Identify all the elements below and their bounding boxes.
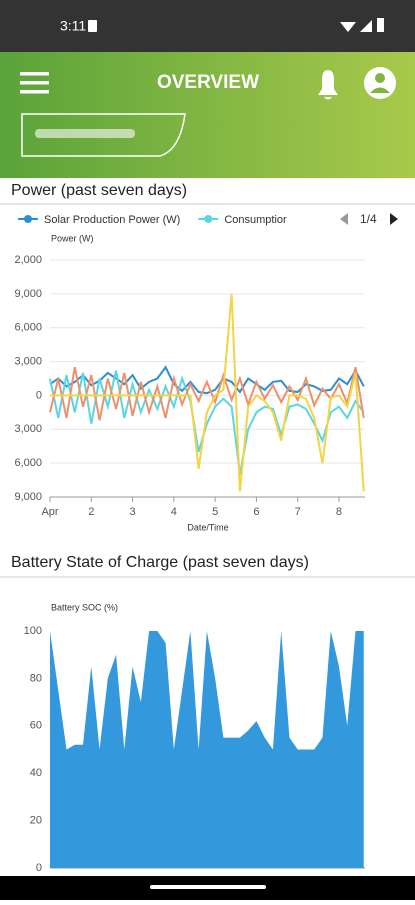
app-bar bbox=[0, 52, 415, 178]
legend: Solar Production Power (W) Consumptior bbox=[18, 214, 287, 226]
home-handle[interactable] bbox=[150, 885, 266, 889]
legend-swatch bbox=[24, 215, 32, 223]
line bbox=[49, 365, 365, 395]
x-tick-label: 5 bbox=[212, 506, 218, 518]
x-tick-label: 8 bbox=[336, 506, 342, 518]
notifications-button[interactable] bbox=[318, 70, 338, 100]
power-y-label: Power (W) bbox=[51, 233, 94, 243]
y-tick-label: 100 bbox=[24, 625, 42, 637]
y-tick-label: 2,000 bbox=[14, 254, 42, 266]
account-button[interactable] bbox=[364, 67, 396, 99]
y-tick-label: 9,000 bbox=[14, 491, 42, 503]
legend-prev[interactable] bbox=[340, 213, 348, 225]
y-tick-label: 20 bbox=[30, 815, 42, 827]
battery-icon bbox=[377, 18, 384, 32]
x-tick-label: 4 bbox=[171, 506, 177, 518]
y-tick-label: 60 bbox=[30, 720, 42, 732]
area bbox=[50, 631, 364, 868]
y-tick-label: 0 bbox=[36, 862, 42, 874]
x-tick-label: 7 bbox=[295, 506, 301, 518]
x-tick-label: Apr bbox=[41, 506, 58, 518]
legend-next[interactable] bbox=[390, 213, 398, 225]
y-tick-label: 3,000 bbox=[14, 355, 42, 367]
app-title: OVERVIEW bbox=[157, 72, 259, 93]
sim-icon bbox=[88, 20, 97, 32]
line bbox=[49, 370, 365, 475]
legend-label: Solar Production Power (W) bbox=[44, 214, 180, 226]
y-tick-label: 9,000 bbox=[14, 288, 42, 300]
site-name-blurred bbox=[35, 129, 135, 138]
battery-title: Battery State of Charge (past seven days… bbox=[11, 554, 309, 571]
power-x-label: Date/Time bbox=[187, 522, 228, 532]
x-tick-label: 3 bbox=[130, 506, 136, 518]
legend-swatch bbox=[204, 215, 213, 223]
line bbox=[49, 366, 365, 421]
signal-icon bbox=[360, 20, 372, 32]
power-title: Power (past seven days) bbox=[11, 182, 187, 199]
y-tick-label: 0 bbox=[36, 389, 42, 401]
legend-page: 1/4 bbox=[360, 212, 377, 226]
x-tick-label: 6 bbox=[253, 506, 259, 518]
y-tick-label: 40 bbox=[30, 767, 42, 779]
menu-button[interactable] bbox=[20, 72, 49, 94]
y-tick-label: 80 bbox=[30, 672, 42, 684]
line bbox=[50, 293, 365, 492]
legend-label: Consumptior bbox=[224, 214, 287, 226]
y-tick-label: 6,000 bbox=[14, 457, 42, 469]
y-tick-label: 3,000 bbox=[14, 423, 42, 435]
battery-y-label: Battery SOC (%) bbox=[51, 602, 118, 612]
y-tick-label: 6,000 bbox=[14, 322, 42, 334]
x-tick-label: 2 bbox=[88, 506, 94, 518]
site-selector[interactable] bbox=[21, 113, 186, 157]
wifi-icon bbox=[340, 22, 356, 32]
status-time: 3:11 bbox=[60, 18, 86, 34]
